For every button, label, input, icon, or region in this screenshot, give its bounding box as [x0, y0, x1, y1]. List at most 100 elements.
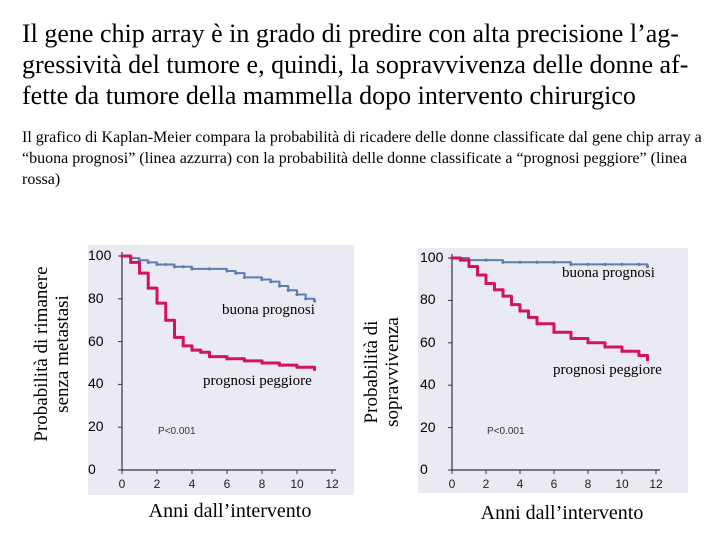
chart-2-series-poor-point — [535, 322, 539, 326]
chart-1-series-good-point — [181, 265, 185, 269]
chart-2-xtick-label: 6 — [551, 477, 558, 491]
chart-2-series-poor-point — [467, 264, 471, 269]
chart-2-series-poor-line — [452, 256, 649, 360]
chart-2-series-poor-point — [484, 281, 488, 286]
chart-1-series-poor-point — [190, 348, 194, 352]
chart-1-series-good-point — [286, 288, 290, 292]
chart-2-pvalue: P<0.001 — [487, 426, 525, 437]
chart-2-series-good-point — [645, 264, 650, 269]
chart-1-series-good-point — [190, 267, 194, 271]
chart-2-xtick-label: 12 — [649, 477, 663, 491]
chart-2-series-poor-point — [645, 358, 650, 362]
chart-1-series-good-point — [304, 297, 308, 301]
chart-1-series-good-point — [312, 299, 317, 303]
chart-1-series-good-point — [269, 280, 273, 284]
chart-1-series-poor-point — [277, 363, 282, 367]
chart-1-series-poor-point — [155, 301, 159, 305]
chart-2-series-good-line — [452, 257, 649, 267]
chart-1-series-good-point — [164, 262, 168, 267]
chart-2-series-good-point — [518, 260, 522, 264]
chart-1-label-poor: prognosi peggiore — [203, 373, 312, 389]
chart-1-ytick-label: 60 — [88, 332, 104, 349]
chart-2-xtick-label: 2 — [483, 477, 490, 491]
chart-2-ytick-label: 60 — [420, 333, 436, 350]
chart-1-series-poor-point — [146, 286, 150, 290]
chart-2-ytick-label: 100 — [420, 249, 444, 265]
chart-1-series-good-point — [295, 292, 299, 297]
chart-1-series-poor-point — [181, 344, 185, 348]
chart-1-series-poor-point — [312, 367, 317, 372]
chart-1-xtick-label: 0 — [119, 477, 126, 491]
chart-1-ytick-label: 20 — [88, 418, 104, 435]
chart-2-series-poor-point — [586, 341, 590, 345]
chart-1-series-poor-point — [120, 254, 124, 258]
chart-1-series-good-point — [225, 269, 229, 273]
chart-2-xlabel: Anni dall’intervento — [480, 502, 644, 524]
chart-2-series-good-point — [535, 260, 539, 264]
chart-2-ytick-label: 80 — [420, 291, 436, 308]
chart-1-series-poor-point — [260, 361, 264, 365]
chart-1-series-good-point — [277, 284, 282, 288]
chart-2-xtick-label: 4 — [517, 477, 524, 491]
chart-2-xtick-label: 8 — [585, 477, 592, 491]
chart-2-series-poor-point — [526, 315, 531, 319]
chart-2-label-poor: prognosi peggiore — [553, 362, 662, 378]
chart-1-series-poor-point — [172, 335, 177, 339]
chart-1-ytick-label: 40 — [88, 375, 104, 392]
chart-1-series-poor-point — [207, 354, 212, 359]
chart-2-series-poor-point — [450, 256, 454, 260]
chart-1-pvalue: P<0.001 — [158, 426, 196, 437]
chart-2-series-good-point — [501, 260, 505, 264]
chart-1-ytick-label: 100 — [88, 247, 112, 263]
chart-1-ytick-label: 80 — [88, 289, 104, 306]
chart-2-series-poor-point — [637, 353, 641, 358]
chart-1-xtick-label: 2 — [154, 477, 161, 491]
chart-1-series-good-point — [234, 271, 238, 275]
chart-2-series-good-point — [603, 262, 607, 266]
chart-1-series-good-point — [172, 265, 177, 269]
chart-2-series-poor-point — [492, 288, 497, 292]
chart-2-series-poor-point — [603, 345, 607, 349]
chart-1-series-poor-point — [242, 359, 247, 363]
chart-2-series-good-point — [586, 262, 590, 266]
chart-1-panel — [88, 245, 354, 495]
chart-2-series-good-point — [637, 262, 641, 266]
chart-1-xtick-label: 12 — [325, 477, 339, 491]
chart-1-xlabel: Anni dall’intervento — [148, 500, 312, 522]
chart-1-series-poor-point — [137, 271, 142, 275]
chart-2-series-poor-point — [458, 258, 463, 262]
chart-2-series-poor-point — [569, 336, 573, 341]
chart-2-xtick-label: 0 — [449, 477, 456, 491]
slide-description: Il grafico di Kaplan-Meier compara la pr… — [22, 129, 702, 188]
chart-1-series-good-point — [242, 275, 247, 279]
chart-2-ytick-label: 40 — [420, 376, 436, 393]
chart-2-ytick-label: 20 — [420, 418, 436, 435]
chart-2-series-poor-point — [475, 273, 480, 277]
chart-1-series-good-point — [155, 262, 159, 267]
chart-2-xtick-label: 10 — [615, 477, 629, 491]
slide-title: Il gene chip array è in grado di predire… — [22, 19, 689, 110]
chart-1-series-good-point — [207, 267, 212, 271]
chart-2-series-poor-point — [509, 303, 514, 307]
chart-1-xtick-label: 4 — [189, 477, 196, 491]
chart-1-series-good-point — [260, 277, 264, 282]
chart-2-series-poor-point — [552, 330, 556, 334]
chart-2-panel — [418, 248, 688, 493]
chart-1-series-poor-point — [164, 318, 168, 322]
chart-1-series-poor-point — [225, 357, 229, 361]
chart-2-series-good-point — [484, 258, 488, 262]
chart-2-series-poor-point — [620, 349, 624, 353]
chart-1-series-poor-point — [295, 365, 299, 369]
chart-1-xtick-label: 8 — [259, 477, 266, 491]
chart-2-label-good: buona prognosi — [562, 265, 655, 281]
chart-2-series-good-point — [620, 262, 624, 266]
chart-2-series-poor-point — [518, 309, 522, 313]
chart-2-ytick-label: 0 — [420, 461, 428, 477]
chart-2-series-good-point — [552, 260, 556, 264]
chart-1-label-good: buona prognosi — [222, 302, 315, 318]
chart-1-series-good-point — [146, 260, 150, 265]
chart-1-xtick-label: 6 — [224, 477, 231, 491]
chart-2-series-good-point — [569, 262, 573, 266]
